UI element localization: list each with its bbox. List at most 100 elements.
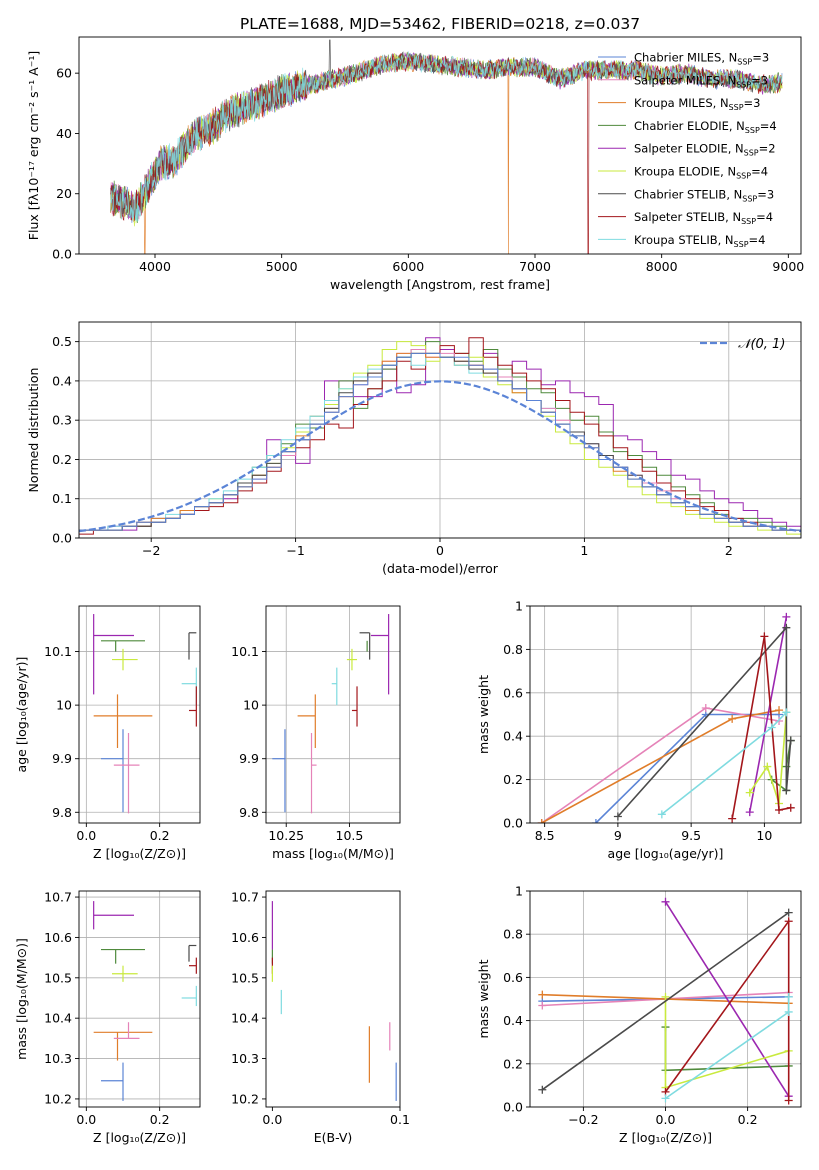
y-tick-label: 10 [243, 698, 259, 713]
weight-series-line [664, 996, 789, 1089]
y-axis-label: Normed distribution [26, 368, 41, 493]
x-tick-label: 9.5 [681, 828, 701, 843]
x-tick-label: −2 [142, 543, 160, 558]
x-tick-label: 0.2 [738, 1112, 758, 1127]
x-tick-label: 7000 [519, 259, 551, 274]
y-tick-label: 0.2 [503, 1056, 523, 1071]
panel-weight-vs-z: −0.2 0.0 0.2 0.0 0.2 0.4 0.6 0.8 1 Z [log₁₀(Z/Z⊙)… [476, 884, 802, 1145]
histogram-series [79, 337, 801, 538]
weight-marker [784, 1007, 793, 1016]
weight-marker [657, 810, 666, 819]
axes-frame [265, 890, 401, 1108]
plot-area-mass-vs-z [79, 891, 200, 1107]
x-tick-label: 8000 [646, 259, 678, 274]
weight-series-line [731, 636, 791, 819]
y-tick-label: 10.5 [44, 970, 72, 985]
weight-series-line [541, 707, 780, 823]
x-axis-label: (data-model)/error [382, 561, 499, 576]
weight-series-line [748, 616, 788, 813]
x-tick-label: 0.0 [262, 1112, 282, 1127]
y-tick-label: 1 [515, 599, 523, 614]
plot-area-mass-vs-ebv [271, 901, 397, 1101]
y-tick-label: 10 [56, 698, 72, 713]
axes-frame [529, 605, 802, 824]
x-tick-label: 0.2 [150, 1112, 170, 1127]
plot-area-age-vs-z [79, 606, 200, 823]
x-axis-label: wavelength [Angstrom, rest frame] [330, 277, 550, 292]
panel-residuals: −2 −1 0 1 2 0.0 0.1 0.2 0.3 0.4 0.5 (data-model)/er… [26, 321, 802, 576]
legend-entry: Kroupa MILES, NSSP=3 [634, 96, 760, 112]
y-tick-label: 10.7 [231, 890, 259, 905]
x-tick-label: 4000 [139, 259, 171, 274]
y-tick-label: 0.8 [503, 642, 523, 657]
weight-series-line [664, 918, 790, 1101]
y-tick-label: 10.2 [231, 1091, 259, 1106]
weight-series-line [664, 901, 790, 1097]
x-tick-label: 0.1 [390, 1112, 410, 1127]
weight-marker [767, 723, 776, 732]
plot-area-residuals [79, 322, 801, 538]
y-tick-label: 10.4 [44, 1011, 72, 1026]
weight-marker [538, 1001, 547, 1010]
weight-marker [745, 808, 754, 817]
plot-area-spectrum [110, 39, 783, 254]
weight-marker [728, 714, 737, 723]
panel-mass-vs-z: 0.0 0.2 10.2 10.3 10.4 10.5 10.6 10.7 Z [log₁₀(Z… [14, 890, 201, 1145]
x-tick-label: 10 [756, 828, 772, 843]
y-tick-label: 60 [56, 66, 72, 81]
weight-marker [782, 786, 791, 795]
x-tick-label: −1 [286, 543, 304, 558]
y-tick-label: 0.0 [503, 1100, 523, 1115]
x-tick-label: 6000 [392, 259, 424, 274]
y-tick-label: 10.5 [231, 970, 259, 985]
y-tick-label: 9.9 [52, 751, 72, 766]
axes-frame [78, 890, 201, 1108]
weight-marker [760, 632, 769, 641]
x-axis-label: age [log₁₀(age/yr)] [608, 846, 724, 861]
axes-frame [78, 36, 802, 255]
y-tick-label: 20 [56, 186, 72, 201]
y-tick-label: 0.1 [52, 491, 72, 506]
panel-spectrum: 4000 5000 6000 7000 8000 9000 0.0 20 40 60 wavelen… [26, 36, 804, 292]
x-tick-label: −0.2 [568, 1112, 598, 1127]
y-tick-label: 0.8 [503, 927, 523, 942]
y-tick-label: 10.1 [231, 644, 259, 659]
y-tick-label: 10.6 [44, 930, 72, 945]
x-tick-label: 1 [580, 543, 588, 558]
weight-marker [763, 762, 772, 771]
normal-curve [79, 380, 801, 533]
weight-series-line [541, 709, 780, 823]
legend-entry: 𝒩(0, 1) [738, 337, 785, 352]
legend-entry: Kroupa ELODIE, NSSP=4 [634, 165, 768, 181]
plot-area-weight-vs-age [530, 606, 801, 823]
y-tick-label: 10.3 [44, 1051, 72, 1066]
y-axis-label: age [log₁₀(age/yr)] [14, 657, 29, 773]
y-tick-label: 0.2 [52, 452, 72, 467]
legend-entry: Salpeter ELODIE, NSSP=2 [634, 142, 776, 158]
x-tick-label: 0.0 [76, 1112, 96, 1127]
y-tick-label: 10.7 [44, 890, 72, 905]
weight-marker [784, 1096, 793, 1105]
y-tick-label: 0.6 [503, 970, 523, 985]
y-tick-label: 9.8 [239, 805, 259, 820]
weight-marker [784, 992, 793, 1001]
y-tick-label: 10.6 [231, 930, 259, 945]
y-axis-label: mass [log₁₀(M/M⊙)] [14, 938, 29, 1060]
legend-entry: Chabrier STELIB, NSSP=3 [634, 187, 774, 203]
x-tick-label: 8.5 [535, 828, 555, 843]
x-axis-label: mass [log₁₀(M/M⊙)] [272, 846, 394, 861]
y-axis-label: mass weight [476, 675, 491, 754]
legend-entry: Chabrier MILES, NSSP=3 [634, 51, 769, 67]
x-tick-label: 9000 [772, 259, 804, 274]
weight-marker [701, 703, 710, 712]
weight-marker [784, 917, 793, 926]
spectrum-series-line [110, 51, 783, 223]
y-tick-label: 0.2 [503, 772, 523, 787]
x-tick-label: 9 [614, 828, 622, 843]
weight-marker [782, 612, 791, 621]
weight-marker [782, 708, 791, 717]
y-axis-label: Flux [fλ10⁻¹⁷ erg cm⁻² s⁻¹ A⁻¹] [26, 51, 41, 240]
x-tick-label: 0.0 [656, 1112, 676, 1127]
x-axis-label: E(B-V) [314, 1130, 353, 1145]
y-tick-label: 40 [56, 126, 72, 141]
